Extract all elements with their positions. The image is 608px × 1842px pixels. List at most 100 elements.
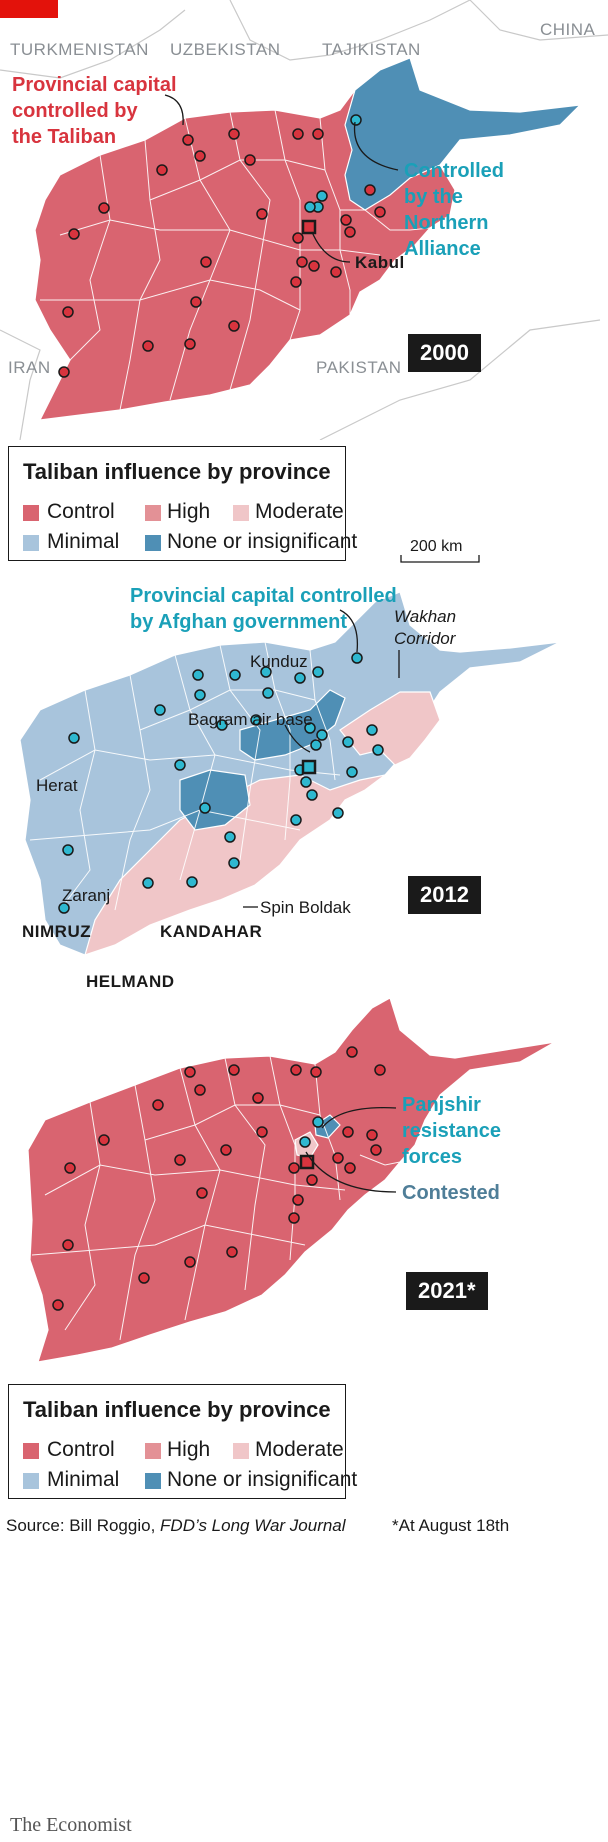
taliban-capital-dot: [252, 1092, 264, 1104]
swatch-control: [23, 505, 39, 521]
provincial-capital-dot: [68, 732, 80, 744]
taliban-capital-dot: [312, 128, 324, 140]
taliban-capital-dot: [344, 1162, 356, 1174]
callout-line: forces: [402, 1146, 463, 1168]
taliban-capital-dot: [364, 184, 376, 196]
taliban-capital-dot: [156, 164, 168, 176]
taliban-capital-dot: [196, 1187, 208, 1199]
taliban-capital-dot: [346, 1046, 358, 1058]
provincial-capital-dot: [154, 704, 166, 716]
callout-line: Northern: [404, 212, 489, 234]
taliban-capital-dot: [228, 128, 240, 140]
provincial-capital-dot: [366, 724, 378, 736]
taliban-capital-dot: [184, 1066, 196, 1078]
label-spin-boldak: Spin Boldak: [260, 898, 351, 917]
provincial-capital-dot: [300, 776, 312, 788]
map-2012: [19, 591, 561, 956]
legend-top: Taliban influence by province Control Hi…: [8, 446, 357, 561]
legend-label-high: High: [167, 500, 211, 523]
callout-line: Controlled: [404, 160, 504, 182]
provincial-capital-dot: [142, 877, 154, 889]
provincial-capital-dot: [199, 802, 211, 814]
scale-line: [400, 555, 480, 563]
brand-accent-bar: [0, 0, 58, 18]
taliban-capital-dot: [296, 256, 308, 268]
taliban-capital-dot: [256, 1126, 268, 1138]
taliban-capital-dot: [332, 1152, 344, 1164]
swatch-none: [145, 1473, 161, 1489]
legend-title: Taliban influence by province: [23, 1397, 331, 1422]
callout-line: by the: [404, 186, 463, 208]
taliban-capital-dot: [366, 1129, 378, 1141]
legend-bottom: Taliban influence by province Control Hi…: [8, 1384, 357, 1499]
taliban-capital-dot: [194, 150, 206, 162]
callout-line: the Taliban: [12, 126, 117, 148]
provincial-capital-dot: [260, 666, 272, 678]
taliban-capital-dot: [184, 1256, 196, 1268]
taliban-capital-dot: [370, 1144, 382, 1156]
swatch-minimal: [23, 1473, 39, 1489]
callout-line: Panjshir: [402, 1094, 481, 1116]
label-bagram: Bagram air base: [188, 710, 313, 729]
provincial-capital-dot: [224, 831, 236, 843]
label-uzbekistan: UZBEKISTAN: [170, 40, 281, 59]
callout-line: Provincial capital: [12, 74, 177, 96]
label-line: Wakhan: [394, 607, 457, 626]
label-line: Corridor: [394, 629, 456, 648]
callout-northern-alliance: Controlled by the Northern Alliance: [404, 158, 504, 262]
taliban-capital-dot: [228, 320, 240, 332]
callout-line: Provincial capital controlled: [130, 585, 397, 607]
taliban-capital-dot: [244, 154, 256, 166]
provincial-capital-dot: [346, 766, 358, 778]
provincial-capital-dot: [62, 844, 74, 856]
taliban-capital-dot: [374, 206, 386, 218]
label-helmand: HELMAND: [86, 972, 175, 991]
provincial-capital-dot: [58, 902, 70, 914]
scale-label: 200 km: [410, 538, 463, 555]
taliban-capital-dot: [64, 1162, 76, 1174]
taliban-capital-dot: [312, 1116, 324, 1128]
taliban-capital-dot: [142, 340, 154, 352]
swatch-none: [145, 535, 161, 551]
legend-label-minimal: Minimal: [47, 1468, 120, 1491]
swatch-moderate: [233, 1443, 249, 1459]
taliban-capital-dot: [342, 1126, 354, 1138]
source-publication: FDD’s Long War Journal: [160, 1516, 346, 1535]
taliban-capital-dot: [62, 1239, 74, 1251]
year-badge-2000: 2000: [408, 334, 481, 372]
label-iran: IRAN: [8, 358, 51, 377]
label-pakistan: PAKISTAN: [316, 358, 402, 377]
label-kunduz: Kunduz: [250, 652, 308, 671]
year-badge-2021: 2021*: [406, 1272, 488, 1310]
footnote: *At August 18th: [392, 1516, 510, 1535]
taliban-capital-dot: [316, 190, 328, 202]
callout-taliban-capital: Provincial capital controlled by the Tal…: [12, 72, 177, 150]
taliban-capital-dot: [228, 1064, 240, 1076]
kabul-marker-2021: [299, 1154, 315, 1170]
taliban-capital-dot: [308, 260, 320, 272]
legend-label-control: Control: [47, 1438, 115, 1461]
taliban-capital-dot: [340, 214, 352, 226]
swatch-moderate: [233, 505, 249, 521]
taliban-capital-dot: [220, 1144, 232, 1156]
taliban-capital-dot: [190, 296, 202, 308]
legend-label-none: None or insignificant: [167, 530, 358, 553]
taliban-capital-dot: [256, 208, 268, 220]
taliban-capital-dot: [330, 266, 342, 278]
taliban-capital-dot: [226, 1246, 238, 1258]
label-wakhan-corridor: Wakhan Corridor: [394, 606, 456, 650]
taliban-capital-dot: [58, 366, 70, 378]
callout-line: resistance: [402, 1120, 501, 1142]
label-tajikistan: TAJIKISTAN: [322, 40, 421, 59]
provincial-capital-dot: [216, 719, 228, 731]
taliban-capital-dot: [290, 276, 302, 288]
provincial-capital-dot: [310, 739, 322, 751]
label-turkmenistan: TURKMENISTAN: [10, 40, 149, 59]
map-2021: [27, 997, 556, 1363]
callout-panjshir: Panjshir resistance forces: [402, 1092, 501, 1170]
legend-label-control: Control: [47, 500, 115, 523]
provincial-capital-dot: [250, 714, 262, 726]
label-nimruz: NIMRUZ: [22, 922, 92, 941]
taliban-capital-dot: [304, 201, 316, 213]
kabul-marker: [301, 219, 317, 235]
